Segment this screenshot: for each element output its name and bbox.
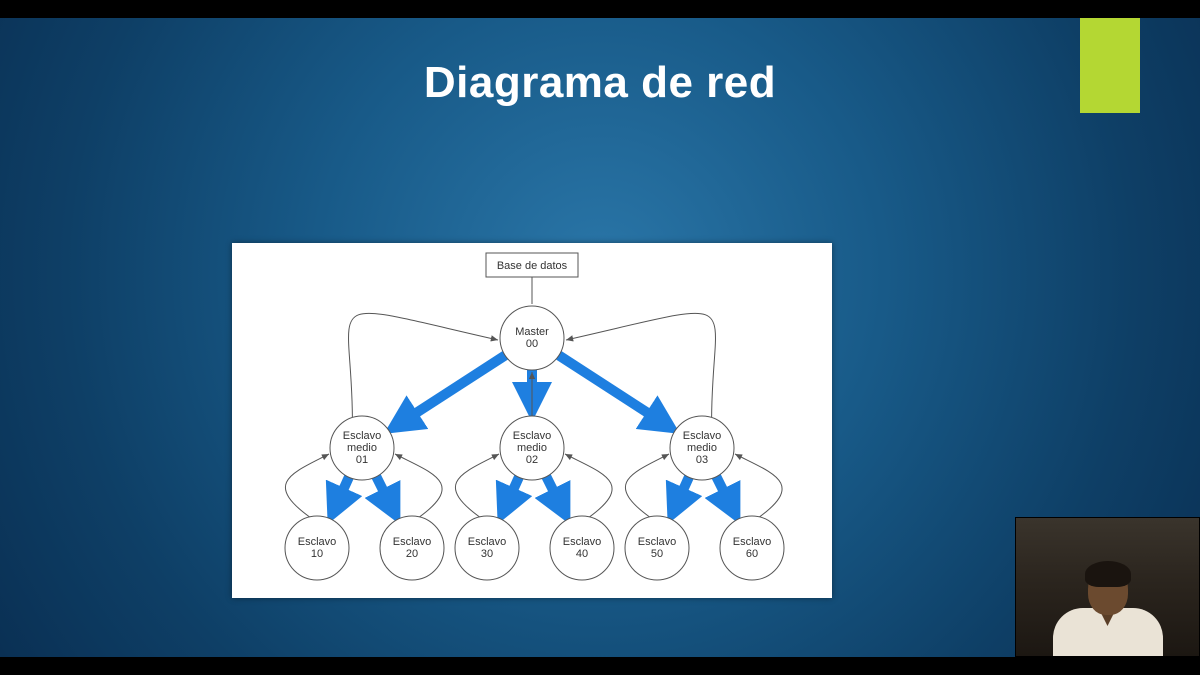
root-box-label: Base de datos: [497, 260, 568, 272]
node-label-em3-1: medio: [687, 442, 717, 454]
thick-edge-em1-e20: [376, 477, 395, 514]
node-label-master-1: 00: [526, 338, 538, 350]
return-curve-e10-em1: [285, 454, 329, 518]
thick-edge-em3-e50: [673, 477, 689, 513]
node-label-em2-0: Esclavo: [513, 430, 552, 442]
thick-edge-em1-e10: [333, 477, 349, 513]
node-label-master-0: Master: [515, 326, 549, 338]
node-label-e50-1: 50: [651, 548, 663, 560]
slide-title: Diagrama de red: [0, 58, 1200, 108]
return-curve-e30-em2: [455, 454, 499, 518]
thick-edge-em2-e40: [546, 477, 565, 514]
node-label-e10-0: Esclavo: [298, 536, 337, 548]
presenter-silhouette: [1048, 561, 1168, 656]
network-diagram: Base de datosMaster00Esclavomedio01Escla…: [232, 243, 832, 598]
node-label-em3-0: Esclavo: [683, 430, 722, 442]
node-label-e30-1: 30: [481, 548, 493, 560]
thick-edge-em3-e60: [716, 477, 735, 514]
diagram-svg: Base de datosMaster00Esclavomedio01Escla…: [232, 243, 832, 598]
node-label-em1-0: Esclavo: [343, 430, 382, 442]
node-label-em2-1: medio: [517, 442, 547, 454]
node-label-e20-0: Esclavo: [393, 536, 432, 548]
node-label-e60-0: Esclavo: [733, 536, 772, 548]
node-label-e50-0: Esclavo: [638, 536, 677, 548]
node-label-em1-2: 01: [356, 454, 368, 466]
node-label-e20-1: 20: [406, 548, 418, 560]
return-curve-e50-em3: [625, 454, 669, 518]
presenter-webcam: [1015, 517, 1200, 657]
node-label-em1-1: medio: [347, 442, 377, 454]
return-curve-e60-em3: [735, 454, 782, 518]
thick-edge-master-em1: [394, 355, 505, 427]
return-curve-e20-em1: [395, 454, 442, 518]
thick-edge-em2-e30: [503, 477, 519, 513]
return-curve-e40-em2: [565, 454, 612, 518]
node-label-e40-0: Esclavo: [563, 536, 602, 548]
slide: Diagrama de red Base de datos Master00 Esc…: [0, 18, 1200, 657]
node-label-em2-2: 02: [526, 454, 538, 466]
node-label-e10-1: 10: [311, 548, 323, 560]
node-label-em3-2: 03: [696, 454, 708, 466]
thick-edge-master-em3: [559, 355, 670, 427]
node-label-e60-1: 60: [746, 548, 758, 560]
node-label-e30-0: Esclavo: [468, 536, 507, 548]
node-label-e40-1: 40: [576, 548, 588, 560]
